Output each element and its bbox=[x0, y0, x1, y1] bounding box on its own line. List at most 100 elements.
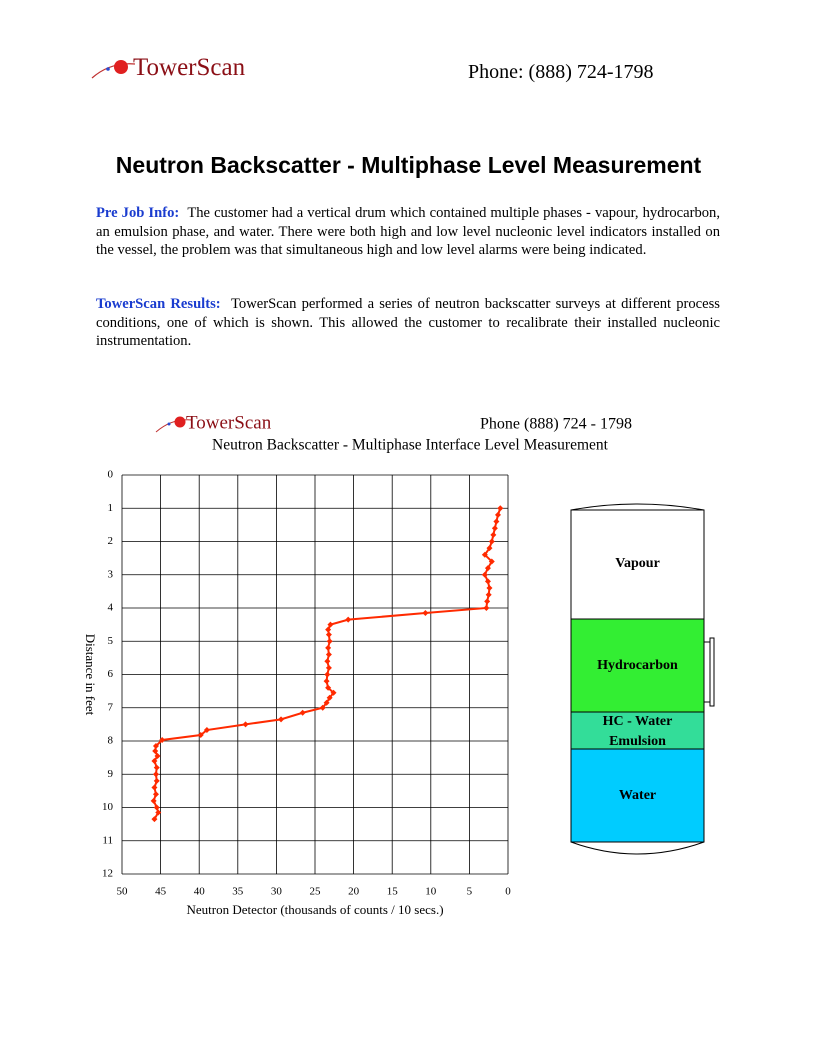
data-line bbox=[152, 507, 502, 820]
y-tick-label: 4 bbox=[108, 602, 114, 614]
data-point bbox=[486, 545, 493, 552]
page-title: Neutron Backscatter - Multiphase Level M… bbox=[115, 152, 702, 178]
y-tick-label: 8 bbox=[108, 735, 114, 747]
data-point bbox=[345, 616, 352, 623]
data-point bbox=[488, 538, 495, 545]
data-point bbox=[325, 651, 332, 658]
x-tick-label: 20 bbox=[348, 886, 360, 898]
label: Pre Job Info: bbox=[96, 205, 180, 221]
data-point bbox=[152, 747, 159, 754]
vessel-label: Vapour bbox=[615, 556, 660, 571]
data-point bbox=[325, 664, 332, 671]
y-tick-label: 10 bbox=[102, 801, 114, 813]
chart-phone: Phone (888) 724 - 1798 bbox=[480, 416, 632, 433]
y-tick-label: 5 bbox=[108, 635, 114, 647]
data-point bbox=[151, 816, 158, 823]
paragraph: Pre Job Info: The customer had a vertica… bbox=[96, 204, 720, 260]
data-point bbox=[299, 709, 306, 716]
data-point bbox=[324, 671, 331, 678]
logo: TowerScan bbox=[133, 54, 246, 81]
vessel-label: HC - Water Emulsion bbox=[602, 714, 673, 749]
x-tick-label: 40 bbox=[194, 886, 206, 898]
x-tick-label: 45 bbox=[155, 886, 167, 898]
data-point bbox=[485, 591, 492, 598]
data-point bbox=[486, 585, 493, 592]
x-axis-label: Neutron Detector (thousands of counts / … bbox=[186, 902, 443, 917]
x-tick-label: 15 bbox=[387, 886, 399, 898]
y-tick-label: 1 bbox=[108, 502, 114, 514]
data-point bbox=[422, 609, 429, 616]
data-point bbox=[483, 605, 490, 611]
text: TowerScan performed a series of neutron … bbox=[96, 296, 720, 349]
data-point bbox=[491, 525, 498, 532]
paragraph: TowerScan Results: TowerScan performed a… bbox=[96, 295, 720, 351]
data-point bbox=[152, 771, 159, 778]
chart-logo: TowerScan bbox=[186, 412, 272, 433]
data-point bbox=[325, 684, 332, 691]
x-tick-label: 25 bbox=[310, 886, 322, 898]
logo-icon bbox=[91, 60, 193, 433]
data-point bbox=[153, 804, 160, 811]
data-point bbox=[327, 621, 334, 628]
label: TowerScan Results: bbox=[96, 296, 221, 312]
chart: TowerScan Phone (888) 724 - 1798 Neutron B… bbox=[83, 412, 632, 917]
data-point bbox=[493, 518, 500, 525]
data-point bbox=[153, 764, 160, 771]
data-point bbox=[481, 551, 488, 558]
data-point bbox=[159, 737, 166, 744]
data-point bbox=[323, 678, 330, 685]
x-tick-label: 10 bbox=[425, 886, 437, 898]
y-tick-label: 7 bbox=[108, 701, 114, 713]
data-point bbox=[242, 721, 249, 728]
data-point bbox=[197, 732, 204, 739]
data-point bbox=[152, 791, 159, 798]
data-point bbox=[481, 571, 488, 578]
data-point bbox=[155, 809, 162, 816]
data-point bbox=[278, 716, 285, 723]
data-point bbox=[203, 727, 210, 734]
data-point bbox=[151, 757, 158, 764]
y-axis-label: Distance in feet bbox=[83, 634, 98, 716]
data-point bbox=[319, 704, 326, 711]
data-point bbox=[150, 797, 157, 804]
y-tick-label: 12 bbox=[102, 868, 113, 880]
data-point bbox=[325, 631, 332, 638]
data-point bbox=[484, 598, 491, 605]
data-point bbox=[325, 644, 332, 651]
data-point bbox=[330, 689, 337, 696]
data-point bbox=[324, 658, 331, 665]
vessel-label: Water bbox=[618, 788, 657, 803]
vessel bbox=[570, 503, 715, 855]
vessel-label: Hydrocarbon bbox=[597, 658, 678, 673]
y-tick-label: 0 bbox=[108, 469, 114, 481]
data-point bbox=[152, 742, 159, 749]
data-point bbox=[484, 565, 491, 572]
data-point bbox=[497, 505, 504, 512]
x-tick-label: 30 bbox=[271, 886, 283, 898]
data-point bbox=[488, 558, 495, 565]
x-tick-label: 35 bbox=[232, 886, 244, 898]
x-tick-label: 0 bbox=[505, 886, 511, 898]
data-point bbox=[490, 531, 497, 538]
data-point bbox=[494, 511, 501, 518]
phone: Phone: (888) 724-1798 bbox=[468, 61, 654, 83]
y-tick-label: 11 bbox=[102, 834, 113, 846]
data-point bbox=[323, 699, 330, 706]
data-point bbox=[484, 578, 491, 585]
data-point bbox=[326, 694, 333, 701]
text: The customer had a vertical drum which c… bbox=[96, 205, 720, 258]
data-point bbox=[325, 626, 332, 633]
data-point bbox=[154, 752, 161, 759]
data-point bbox=[326, 638, 333, 645]
y-tick-label: 6 bbox=[108, 668, 114, 680]
x-tick-label: 5 bbox=[467, 886, 473, 898]
y-tick-label: 2 bbox=[108, 535, 114, 547]
data-point bbox=[151, 784, 158, 791]
chart-title: Neutron Backscatter - Multiphase Interfa… bbox=[212, 437, 609, 454]
y-tick-label: 9 bbox=[108, 768, 114, 780]
y-tick-label: 3 bbox=[108, 568, 114, 580]
data-point bbox=[153, 777, 160, 784]
x-tick-label: 50 bbox=[117, 886, 129, 898]
